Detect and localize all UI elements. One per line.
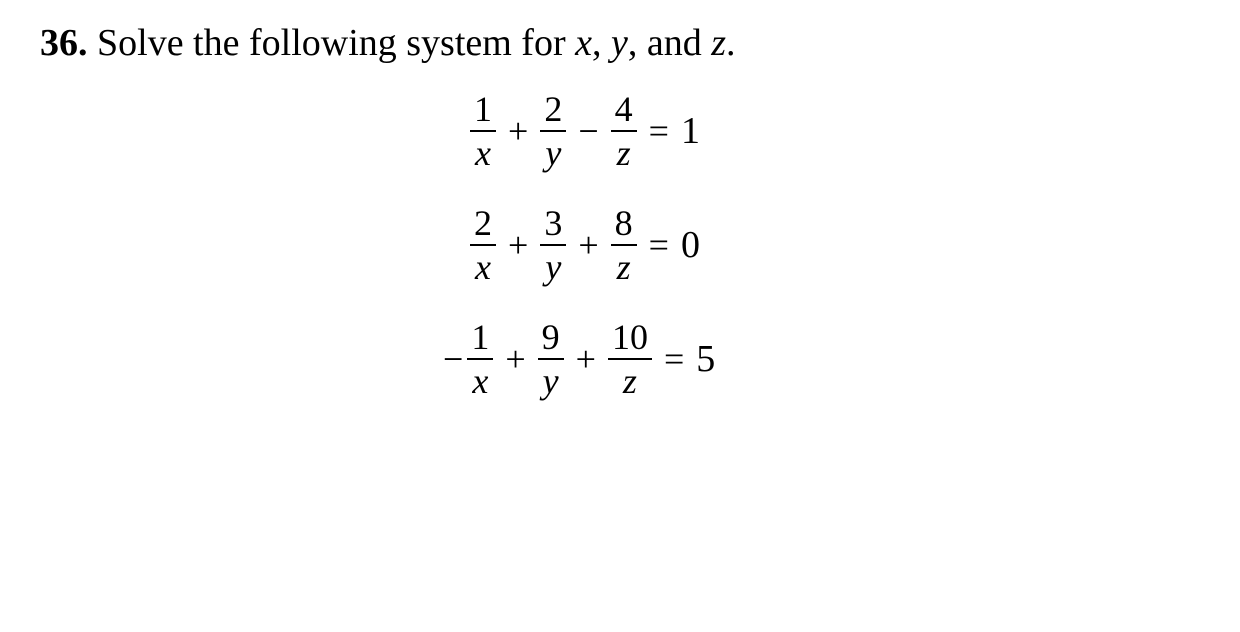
prompt-comma-2: , and: [628, 22, 711, 64]
eq3-rhs: 5: [696, 337, 715, 381]
eq3-t1-num: 1: [467, 319, 493, 360]
eq2-term1: 2 x: [470, 205, 496, 285]
eq2-op1: +: [496, 224, 540, 266]
eq3-neg: −: [443, 338, 467, 380]
eq2-t3-den: z: [613, 246, 635, 285]
eq1-op2: −: [566, 110, 610, 152]
eq2-op2: +: [566, 224, 610, 266]
eq2-t1-num: 2: [470, 205, 496, 246]
eq3-t3-num: 10: [608, 319, 652, 360]
eq2-term2: 3 y: [540, 205, 566, 285]
eq2-equals: =: [637, 224, 681, 266]
eq1-term2: 2 y: [540, 91, 566, 171]
eq3-t1-den: x: [468, 360, 492, 399]
prompt-text-1: Solve the following system for: [88, 22, 576, 64]
eq2-term3: 8 z: [611, 205, 637, 285]
problem-statement: 36. Solve the following system for x, y,…: [40, 18, 1240, 69]
eq1-term3: 4 z: [611, 91, 637, 171]
prompt-comma-1: ,: [592, 22, 611, 64]
eq1-t3-den: z: [613, 132, 635, 171]
eq3-equals: =: [652, 338, 696, 380]
eq2-t3-num: 8: [611, 205, 637, 246]
eq3-term3: 10 z: [608, 319, 652, 399]
problem-number: 36.: [40, 22, 88, 64]
equation-1: 1 x + 2 y − 4 z = 1: [470, 91, 1240, 171]
eq3-op2: +: [564, 338, 608, 380]
eq1-t2-den: y: [541, 132, 565, 171]
var-x: x: [575, 22, 592, 64]
eq1-t1-num: 1: [470, 91, 496, 132]
eq3-term1: 1 x: [467, 319, 493, 399]
eq3-t2-den: y: [539, 360, 563, 399]
eq3-t3-den: z: [619, 360, 641, 399]
eq1-op1: +: [496, 110, 540, 152]
eq1-term1: 1 x: [470, 91, 496, 171]
equation-2: 2 x + 3 y + 8 z = 0: [470, 205, 1240, 285]
eq2-t2-den: y: [541, 246, 565, 285]
eq1-equals: =: [637, 110, 681, 152]
eq2-t2-num: 3: [540, 205, 566, 246]
var-z: z: [711, 22, 726, 64]
eq1-t3-num: 4: [611, 91, 637, 132]
var-y: y: [611, 22, 628, 64]
eq1-rhs: 1: [681, 109, 700, 153]
eq1-t2-num: 2: [540, 91, 566, 132]
equation-system: 1 x + 2 y − 4 z = 1 2 x + 3 y + 8 z =: [470, 91, 1240, 399]
eq2-t1-den: x: [471, 246, 495, 285]
equation-3: − 1 x + 9 y + 10 z = 5: [443, 319, 1240, 399]
eq3-t2-num: 9: [538, 319, 564, 360]
eq3-term2: 9 y: [538, 319, 564, 399]
eq1-t1-den: x: [471, 132, 495, 171]
prompt-text-2: .: [726, 22, 736, 64]
eq2-rhs: 0: [681, 223, 700, 267]
eq3-op1: +: [493, 338, 537, 380]
